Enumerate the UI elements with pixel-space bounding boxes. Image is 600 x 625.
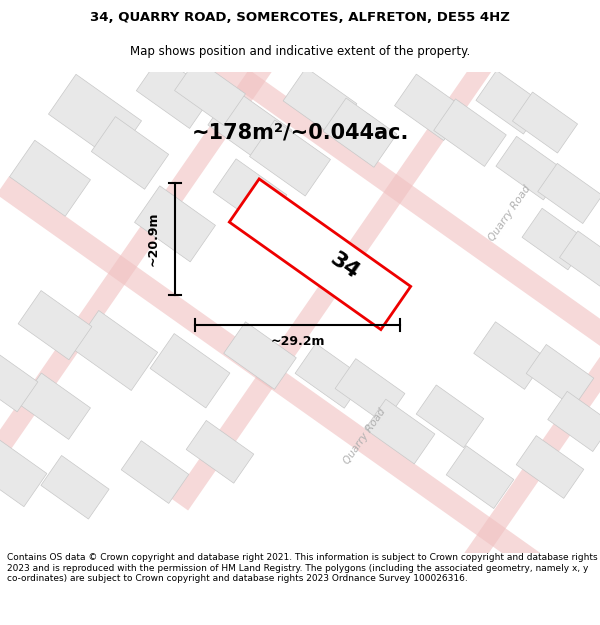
Polygon shape — [295, 344, 365, 408]
Polygon shape — [0, 438, 47, 507]
Text: 34: 34 — [326, 249, 364, 283]
Text: ~20.9m: ~20.9m — [146, 212, 160, 266]
Polygon shape — [496, 136, 564, 200]
Polygon shape — [213, 159, 287, 228]
Polygon shape — [0, 176, 600, 625]
Polygon shape — [395, 74, 466, 141]
Polygon shape — [150, 334, 230, 408]
Polygon shape — [476, 71, 544, 134]
Polygon shape — [0, 0, 353, 576]
Polygon shape — [73, 311, 158, 391]
Polygon shape — [323, 98, 397, 168]
Text: Quarry Road: Quarry Road — [487, 184, 533, 244]
Polygon shape — [250, 120, 331, 196]
Polygon shape — [208, 88, 292, 167]
Polygon shape — [427, 275, 600, 619]
Text: Contains OS data © Crown copyright and database right 2021. This information is : Contains OS data © Crown copyright and d… — [7, 553, 598, 583]
Polygon shape — [121, 441, 189, 504]
Polygon shape — [229, 179, 410, 329]
Polygon shape — [335, 359, 405, 423]
Text: ~178m²/~0.044ac.: ~178m²/~0.044ac. — [191, 122, 409, 142]
Polygon shape — [176, 28, 600, 481]
Polygon shape — [365, 399, 435, 464]
Polygon shape — [538, 163, 600, 224]
Text: 34, QUARRY ROAD, SOMERCOTES, ALFRETON, DE55 4HZ: 34, QUARRY ROAD, SOMERCOTES, ALFRETON, D… — [90, 11, 510, 24]
Polygon shape — [526, 344, 594, 408]
Polygon shape — [446, 446, 514, 509]
Text: Map shows position and indicative extent of the property.: Map shows position and indicative extent… — [130, 45, 470, 58]
Polygon shape — [416, 385, 484, 448]
Polygon shape — [49, 74, 142, 161]
Text: Quarry Road: Quarry Road — [342, 407, 388, 466]
Polygon shape — [136, 56, 214, 129]
Polygon shape — [474, 322, 546, 389]
Polygon shape — [20, 373, 91, 439]
Polygon shape — [434, 99, 506, 166]
Polygon shape — [0, 350, 38, 412]
Polygon shape — [91, 117, 169, 189]
Polygon shape — [283, 68, 357, 137]
Polygon shape — [548, 391, 600, 451]
Polygon shape — [18, 291, 92, 360]
Polygon shape — [175, 59, 245, 126]
Polygon shape — [224, 322, 296, 389]
Polygon shape — [134, 186, 215, 262]
Polygon shape — [560, 231, 600, 288]
Polygon shape — [516, 436, 584, 498]
Polygon shape — [512, 92, 578, 153]
Polygon shape — [10, 140, 91, 216]
Polygon shape — [522, 208, 588, 270]
Polygon shape — [41, 456, 109, 519]
Polygon shape — [186, 421, 254, 483]
Polygon shape — [172, 0, 600, 511]
Text: ~29.2m: ~29.2m — [270, 335, 325, 348]
